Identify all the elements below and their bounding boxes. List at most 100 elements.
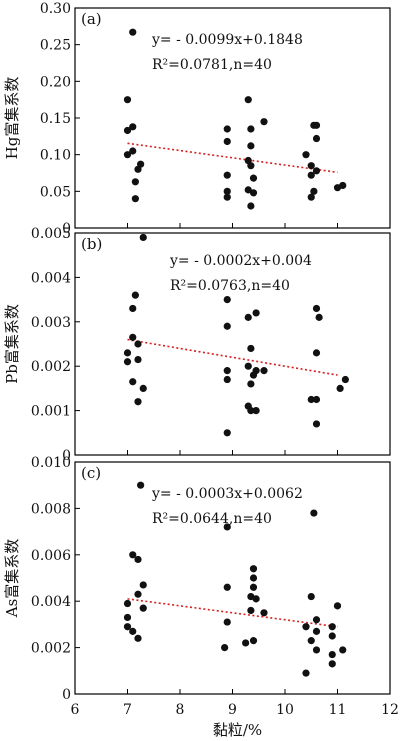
- data-point: [312, 349, 321, 357]
- data-point: [302, 623, 310, 631]
- data-point: [249, 637, 258, 645]
- y-axis-label: As富集系数: [3, 539, 21, 619]
- data-point: [134, 355, 142, 364]
- data-point: [247, 125, 255, 133]
- data-point: [333, 602, 342, 610]
- y-tick-label: 0.05: [40, 184, 71, 200]
- data-point: [134, 165, 142, 173]
- data-point: [134, 555, 142, 564]
- panel-label: (b): [81, 235, 102, 253]
- data-point: [249, 189, 258, 197]
- y-tick-label: 0.20: [40, 74, 71, 90]
- y-tick-label: 0.004: [31, 594, 71, 610]
- data-point: [328, 623, 336, 631]
- data-point: [252, 367, 260, 375]
- data-point: [131, 195, 139, 203]
- x-tick-label: 7: [123, 702, 132, 718]
- data-point: [339, 646, 347, 654]
- data-point: [129, 627, 137, 635]
- data-point: [249, 574, 258, 582]
- data-point: [312, 420, 321, 428]
- x-tick-label: 9: [228, 702, 237, 718]
- data-point: [134, 590, 142, 598]
- data-point: [310, 187, 318, 195]
- data-point: [244, 96, 252, 104]
- data-point: [223, 583, 231, 591]
- data-point: [247, 162, 255, 170]
- trend-line: [127, 598, 338, 628]
- data-point: [315, 313, 323, 321]
- data-point: [139, 604, 147, 612]
- data-point: [139, 581, 147, 589]
- data-point: [312, 134, 321, 143]
- data-point: [260, 118, 268, 126]
- data-point: [123, 96, 132, 104]
- y-tick-label: 0.25: [40, 38, 71, 54]
- data-point: [247, 202, 255, 210]
- data-point: [223, 171, 231, 179]
- data-point: [252, 595, 260, 603]
- data-point: [328, 650, 336, 659]
- data-point: [312, 646, 321, 654]
- data-point: [131, 178, 139, 186]
- regression-stats: R²=0.0781,n=40: [152, 57, 272, 73]
- y-tick-label: 0: [62, 221, 71, 237]
- data-point: [129, 304, 137, 313]
- panel-a: 0.30 0.25 0.20 0.15 0.10 0.05 0 Hg富集系数 (a) y= - 0…: [3, 1, 391, 237]
- panel-c: 0.010 0.008 0.006 0.004 0.002 06 7 8 9 10 11 12 As富集…: [3, 455, 399, 718]
- data-point: [223, 187, 231, 195]
- data-point: [328, 632, 336, 640]
- data-point: [244, 313, 252, 321]
- data-point: [123, 349, 132, 357]
- y-tick-label: 0.006: [31, 548, 71, 564]
- data-point: [223, 429, 231, 437]
- data-point: [307, 193, 315, 201]
- data-point: [247, 407, 255, 415]
- data-point: [129, 551, 137, 559]
- data-point: [139, 384, 147, 392]
- x-tick-label: 11: [329, 702, 347, 718]
- data-point: [328, 660, 336, 668]
- data-point: [223, 193, 231, 201]
- x-axis-label: 黏粒/%: [213, 721, 262, 739]
- data-point: [247, 606, 255, 615]
- y-tick-label: 0: [62, 448, 71, 464]
- data-point: [312, 121, 321, 129]
- data-point: [134, 398, 142, 406]
- data-point: [312, 167, 321, 175]
- y-tick-label: 0.008: [31, 501, 71, 517]
- data-point: [244, 186, 252, 194]
- data-point: [129, 28, 137, 36]
- data-point: [249, 174, 258, 182]
- y-axis-label: Hg富集系数: [3, 77, 21, 160]
- data-point: [341, 375, 349, 384]
- x-tick-label: 6: [71, 702, 80, 718]
- data-point: [137, 481, 145, 489]
- data-point: [339, 181, 347, 190]
- y-tick-label: 0.010: [31, 455, 71, 471]
- trend-line: [127, 338, 338, 376]
- data-point: [223, 322, 231, 330]
- data-point: [223, 125, 231, 133]
- data-point: [310, 509, 318, 517]
- regression-equation: y= - 0.0003x+0.0062: [151, 486, 303, 502]
- data-point: [307, 637, 315, 645]
- data-point: [247, 344, 255, 353]
- data-point: [134, 634, 142, 642]
- data-point: [129, 333, 137, 341]
- data-point: [131, 291, 139, 299]
- y-tick-label: 0.003: [31, 315, 71, 331]
- x-tick-label: 8: [176, 702, 185, 718]
- y-tick-label: 0.002: [31, 641, 71, 657]
- y-tick-label: 0.005: [31, 226, 71, 242]
- panel-label: (a): [81, 10, 102, 28]
- data-point: [223, 367, 231, 375]
- data-point: [247, 142, 255, 150]
- data-point: [242, 639, 250, 647]
- x-tick-label: 12: [381, 702, 399, 718]
- y-tick-label: 0: [62, 687, 71, 703]
- data-point: [221, 644, 229, 652]
- data-point: [129, 378, 137, 386]
- data-point: [307, 162, 315, 170]
